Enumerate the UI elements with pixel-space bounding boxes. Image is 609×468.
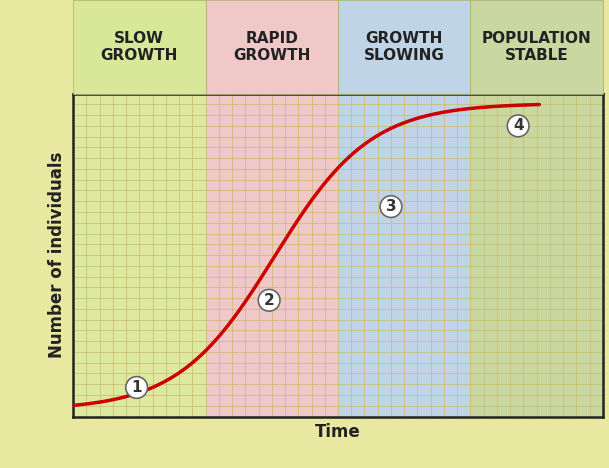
Y-axis label: Number of individuals: Number of individuals: [48, 152, 66, 358]
Bar: [338, 94, 470, 417]
Text: GROWTH
SLOWING: GROWTH SLOWING: [364, 30, 445, 63]
Text: 3: 3: [385, 199, 396, 214]
X-axis label: Time: Time: [315, 424, 361, 441]
Text: SLOW
GROWTH: SLOW GROWTH: [100, 30, 178, 63]
Text: 1: 1: [132, 380, 142, 395]
Text: 4: 4: [513, 118, 524, 133]
Text: 2: 2: [264, 293, 275, 308]
Bar: [470, 94, 603, 417]
Bar: [73, 94, 205, 417]
Text: RAPID
GROWTH: RAPID GROWTH: [233, 30, 311, 63]
Bar: [205, 94, 338, 417]
Text: POPULATION
STABLE: POPULATION STABLE: [482, 30, 591, 63]
